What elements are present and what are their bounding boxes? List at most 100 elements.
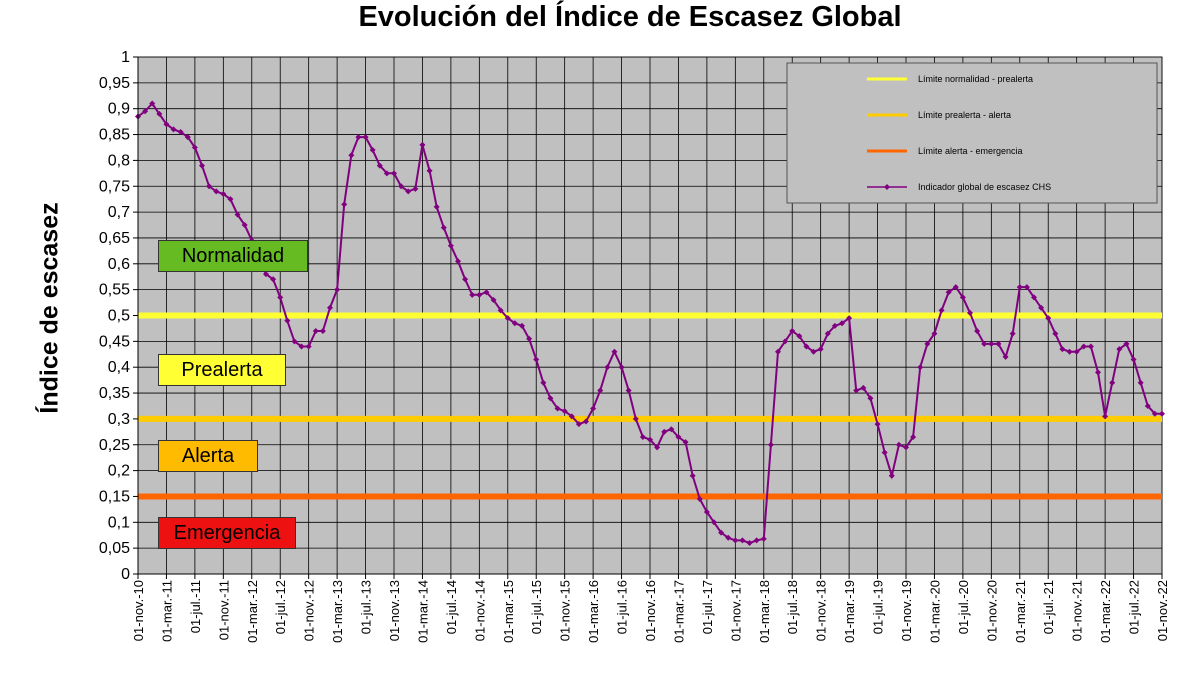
legend-entry-label: Indicador global de escasez CHS bbox=[918, 182, 1051, 192]
data-point bbox=[739, 537, 746, 544]
data-point bbox=[348, 152, 355, 159]
data-point bbox=[625, 387, 632, 394]
x-tick-label: 01-nov.-14 bbox=[472, 580, 487, 641]
x-tick-label: 01-nov.-16 bbox=[643, 580, 658, 641]
data-point bbox=[213, 188, 220, 195]
data-point bbox=[199, 162, 205, 169]
x-tick-label: 01-mar.-15 bbox=[501, 580, 516, 643]
data-point bbox=[341, 201, 348, 208]
data-point bbox=[839, 320, 845, 327]
data-point bbox=[789, 328, 796, 335]
x-tick-label: 01-jul.-20 bbox=[956, 580, 971, 634]
data-point bbox=[1102, 413, 1109, 420]
data-point bbox=[1016, 284, 1023, 291]
data-point bbox=[831, 322, 838, 329]
data-point bbox=[903, 444, 909, 451]
data-point bbox=[163, 121, 170, 128]
y-tick-label: 0,95 bbox=[99, 75, 130, 92]
data-point bbox=[170, 126, 177, 133]
data-point bbox=[1130, 356, 1137, 363]
data-point bbox=[924, 340, 931, 347]
x-tick-label: 01-nov.-11 bbox=[216, 580, 231, 640]
data-point bbox=[632, 415, 639, 422]
y-tick-label: 0,05 bbox=[99, 540, 130, 557]
x-tick-label: 01-nov.-22 bbox=[1155, 580, 1170, 641]
data-point bbox=[191, 144, 198, 151]
data-point bbox=[938, 307, 945, 314]
y-tick-label: 1 bbox=[121, 49, 130, 66]
data-point bbox=[220, 191, 227, 198]
data-point bbox=[981, 340, 988, 347]
data-point bbox=[156, 110, 163, 117]
legend-box bbox=[786, 62, 1158, 204]
data-point bbox=[376, 162, 383, 169]
legend-marker bbox=[884, 184, 890, 190]
data-point bbox=[533, 356, 540, 363]
x-tick-label: 01-jul.-13 bbox=[359, 580, 374, 634]
data-point bbox=[462, 276, 469, 283]
y-tick-label: 0,8 bbox=[108, 152, 130, 169]
y-tick-label: 0,5 bbox=[108, 308, 130, 325]
data-point bbox=[426, 167, 433, 174]
x-tick-label: 01-mar.-14 bbox=[415, 580, 430, 643]
data-point bbox=[312, 328, 319, 335]
data-point bbox=[476, 291, 483, 298]
data-point bbox=[647, 436, 653, 443]
data-point bbox=[177, 128, 184, 135]
x-tick-label: 01-mar.-18 bbox=[757, 580, 772, 643]
data-point bbox=[447, 242, 454, 249]
x-tick-label: 01-nov.-12 bbox=[302, 580, 317, 641]
x-tick-label: 01-mar.-13 bbox=[330, 580, 345, 643]
x-tick-label: 01-mar.-21 bbox=[1013, 580, 1028, 643]
x-tick-label: 01-mar.-22 bbox=[1098, 580, 1113, 643]
data-point bbox=[775, 348, 781, 355]
y-tick-label: 0,15 bbox=[99, 488, 130, 505]
data-point bbox=[362, 134, 369, 141]
x-tick-label: 01-nov.-15 bbox=[558, 580, 573, 641]
data-point bbox=[490, 296, 497, 303]
y-tick-label: 0,6 bbox=[108, 256, 130, 273]
data-point bbox=[639, 433, 646, 440]
data-point bbox=[583, 418, 589, 425]
data-point bbox=[711, 519, 717, 526]
data-point bbox=[1159, 410, 1165, 417]
x-tick-label: 01-jul.-22 bbox=[1127, 580, 1142, 634]
data-point bbox=[1123, 340, 1130, 347]
data-point bbox=[952, 284, 959, 291]
data-point bbox=[881, 449, 888, 456]
zone-label-prealerta: Prealerta bbox=[158, 354, 286, 386]
data-point bbox=[618, 364, 625, 371]
x-tick-label: 01-jul.-14 bbox=[444, 580, 459, 634]
y-tick-label: 0,7 bbox=[108, 204, 130, 221]
data-point bbox=[575, 421, 582, 428]
data-point bbox=[1066, 348, 1073, 355]
data-point bbox=[597, 387, 604, 394]
data-point bbox=[277, 294, 284, 301]
data-point bbox=[383, 170, 390, 177]
data-point bbox=[497, 307, 504, 314]
y-tick-label: 0,65 bbox=[99, 230, 130, 247]
x-tick-label: 01-jul.-18 bbox=[785, 580, 800, 634]
x-tick-label: 01-nov.-13 bbox=[387, 580, 402, 641]
data-point bbox=[149, 100, 156, 107]
y-tick-label: 0,3 bbox=[108, 411, 130, 428]
data-point bbox=[270, 276, 277, 283]
data-point bbox=[526, 335, 533, 342]
data-point bbox=[1038, 304, 1045, 311]
y-tick-label: 0,2 bbox=[108, 463, 130, 480]
data-point bbox=[1095, 369, 1101, 376]
data-point bbox=[469, 291, 476, 298]
data-point bbox=[895, 441, 902, 448]
data-point bbox=[369, 147, 376, 154]
data-point bbox=[604, 364, 611, 371]
data-point bbox=[1087, 343, 1094, 350]
data-point bbox=[824, 330, 831, 337]
data-point bbox=[483, 289, 490, 296]
data-point bbox=[511, 320, 518, 327]
x-tick-label: 01-mar.-16 bbox=[586, 580, 601, 643]
zone-label-alerta: Alerta bbox=[158, 440, 258, 472]
data-point bbox=[1052, 330, 1059, 337]
data-point bbox=[184, 134, 191, 141]
data-point bbox=[860, 384, 867, 391]
